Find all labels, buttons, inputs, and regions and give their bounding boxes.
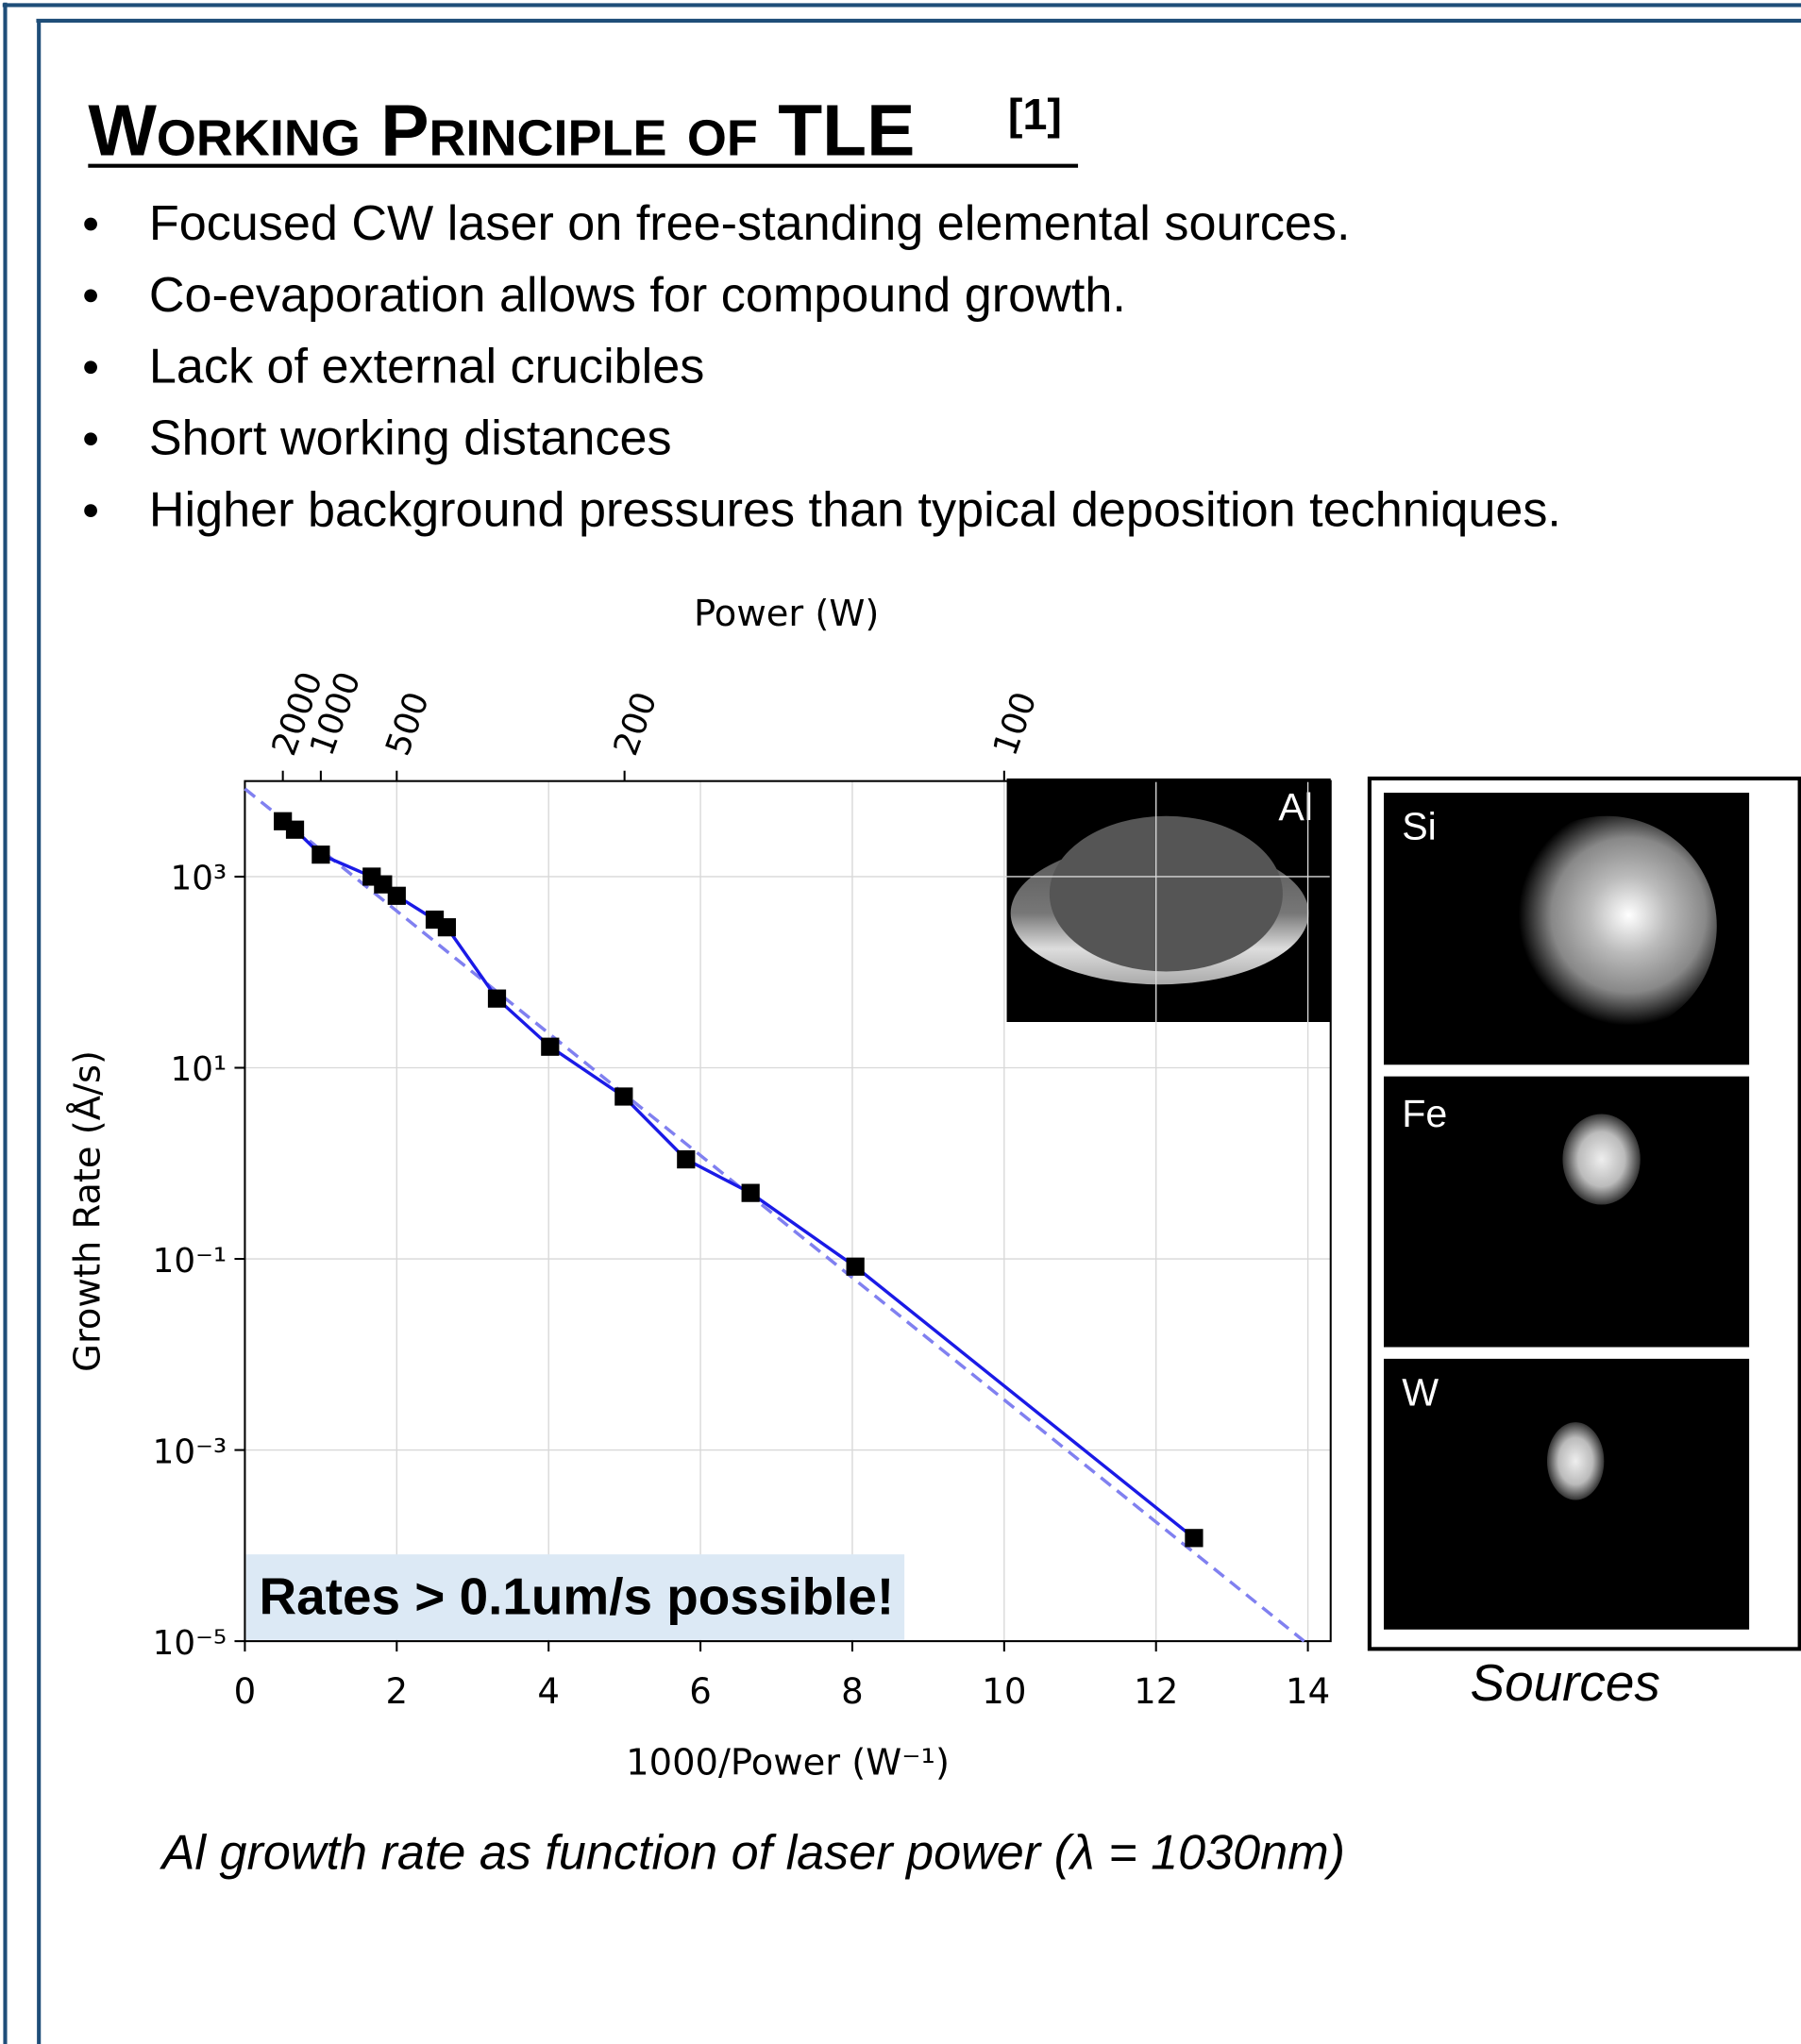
title: Working Principle of TLE: [88, 91, 915, 172]
source-label: Si: [1402, 804, 1437, 847]
x-axis-label: 1000/Power (W⁻¹): [626, 1741, 950, 1784]
bullet-dot: [84, 504, 97, 517]
x2-tick-label: 500: [379, 687, 437, 761]
y-tick-label: 10¹: [171, 1050, 227, 1089]
bullet-text: Lack of external crucibles: [149, 340, 705, 394]
x-tick-label: 4: [537, 1671, 560, 1712]
x-tick-label: 12: [1134, 1671, 1178, 1712]
y-tick-label: 10³: [171, 860, 227, 898]
bullet-list: Focused CW laser on free-standing elemen…: [84, 196, 1561, 538]
data-point: [541, 1038, 559, 1056]
x-tick-label: 6: [689, 1671, 712, 1712]
x-tick-label: 8: [841, 1671, 864, 1712]
bullet-dot: [84, 432, 97, 445]
x-tick-label: 0: [234, 1671, 257, 1712]
y-tick-label: 10⁻⁵: [153, 1624, 227, 1663]
data-point: [311, 846, 329, 863]
al-image-dome: [1050, 816, 1283, 972]
y-tick-label: 10⁻³: [153, 1432, 227, 1471]
chart: Rates > 0.1um/s possible! 0 2 4 6 8 10 12 14 10⁻⁵…: [65, 593, 1331, 1784]
page: {"header": {"title": "Working Principle …: [0, 0, 1801, 2044]
bullet-text: Higher background pressures than typical…: [149, 483, 1561, 538]
y-tick-label: 10⁻¹: [153, 1242, 227, 1281]
data-point: [677, 1150, 695, 1168]
bullet-text: Focused CW laser on free-standing elemen…: [149, 196, 1351, 251]
data-point: [388, 887, 406, 905]
data-point: [847, 1258, 865, 1276]
poster-panel: Working Principle of TLE [1] Focused CW …: [0, 0, 1801, 2044]
sources-caption: Sources: [1470, 1653, 1659, 1712]
data-point: [488, 990, 506, 1008]
data-point: [614, 1087, 632, 1105]
data-point: [438, 918, 456, 936]
x2-tick-label: 100: [986, 687, 1045, 761]
title-reference: [1]: [1008, 90, 1062, 139]
data-point: [1185, 1529, 1203, 1547]
bullet-dot: [84, 218, 97, 231]
source-label: W: [1402, 1370, 1439, 1414]
annotation: Rates > 0.1um/s possible!: [260, 1567, 895, 1625]
data-point: [286, 821, 304, 839]
x2-tick-label: 200: [607, 687, 665, 761]
x-tick-label: 2: [386, 1671, 409, 1712]
source-shape: [1562, 1114, 1640, 1204]
source-label: Fe: [1402, 1092, 1447, 1135]
y-axis-label: Growth Rate (Å/s): [65, 1050, 109, 1372]
bullet-dot: [84, 360, 97, 374]
figure-caption: Al growth rate as function of laser powe…: [160, 1826, 1345, 1881]
x2-axis-label: Power (W): [694, 593, 879, 635]
source-shape: [1547, 1422, 1604, 1499]
bullet-text: Co-evaporation allows for compound growt…: [149, 268, 1126, 323]
x-tick-label: 14: [1286, 1671, 1330, 1712]
source-shape: [1496, 816, 1716, 1036]
bullet-dot: [84, 290, 97, 303]
x-tick-label: 10: [982, 1671, 1026, 1712]
data-point: [742, 1184, 760, 1202]
bullet-text: Short working distances: [149, 411, 672, 466]
